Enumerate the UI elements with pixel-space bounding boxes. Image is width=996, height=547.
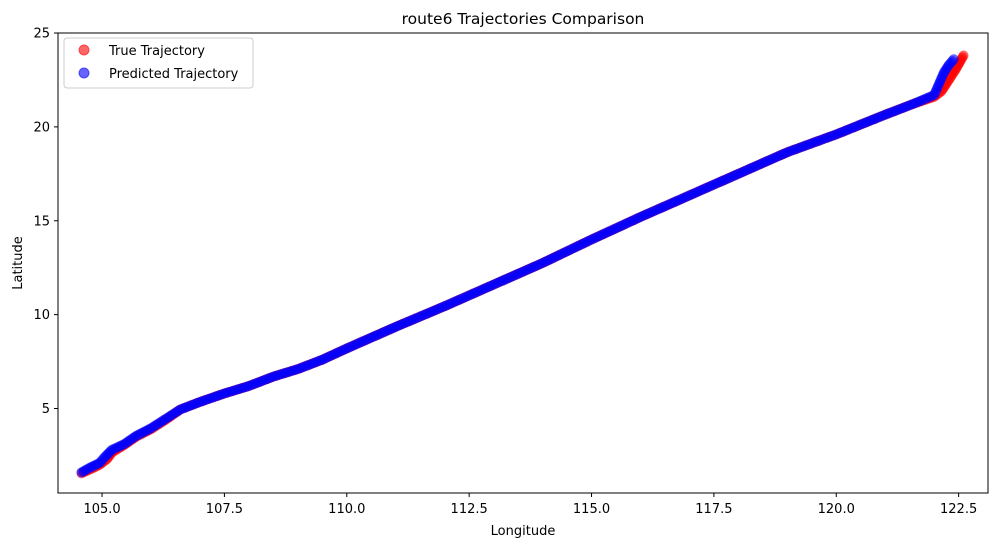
y-tick-label: 5 [42,402,50,417]
x-tick-label: 122.5 [940,502,977,517]
x-axis-label: Longitude [491,524,556,539]
data-point [948,54,959,65]
y-tick-label: 10 [33,308,50,323]
y-axis: 5 10 15 20 25 [33,27,58,417]
legend-box [63,37,254,89]
x-axis: 105.0 107.5 110.0 112.5 115.0 117.5 120.0 122.5 [83,493,977,517]
legend-marker-true [78,44,90,56]
x-tick-label: 112.5 [451,502,488,517]
plot-frame [57,32,989,494]
x-tick-label: 110.0 [328,502,365,517]
chart-title: route6 Trajectories Comparison [402,10,645,28]
data-point [958,50,969,61]
x-tick-label: 120.0 [818,502,855,517]
x-tick-label: 107.5 [206,502,243,517]
plot-area [76,50,969,479]
y-tick-label: 20 [33,120,50,135]
x-tick-label: 117.5 [695,502,732,517]
y-tick-label: 25 [33,27,50,42]
x-tick-label: 105.0 [83,502,120,517]
series-predicted [76,54,959,478]
legend-label-true: True Trajectory [108,44,205,59]
legend-marker-predicted [78,67,90,79]
legend: True Trajectory Predicted Trajectory [63,37,254,89]
y-tick-label: 15 [33,214,50,229]
y-axis-label: Latitude [11,236,26,290]
legend-label-predicted: Predicted Trajectory [109,67,239,82]
x-tick-label: 115.0 [573,502,610,517]
series-layer [76,50,969,479]
